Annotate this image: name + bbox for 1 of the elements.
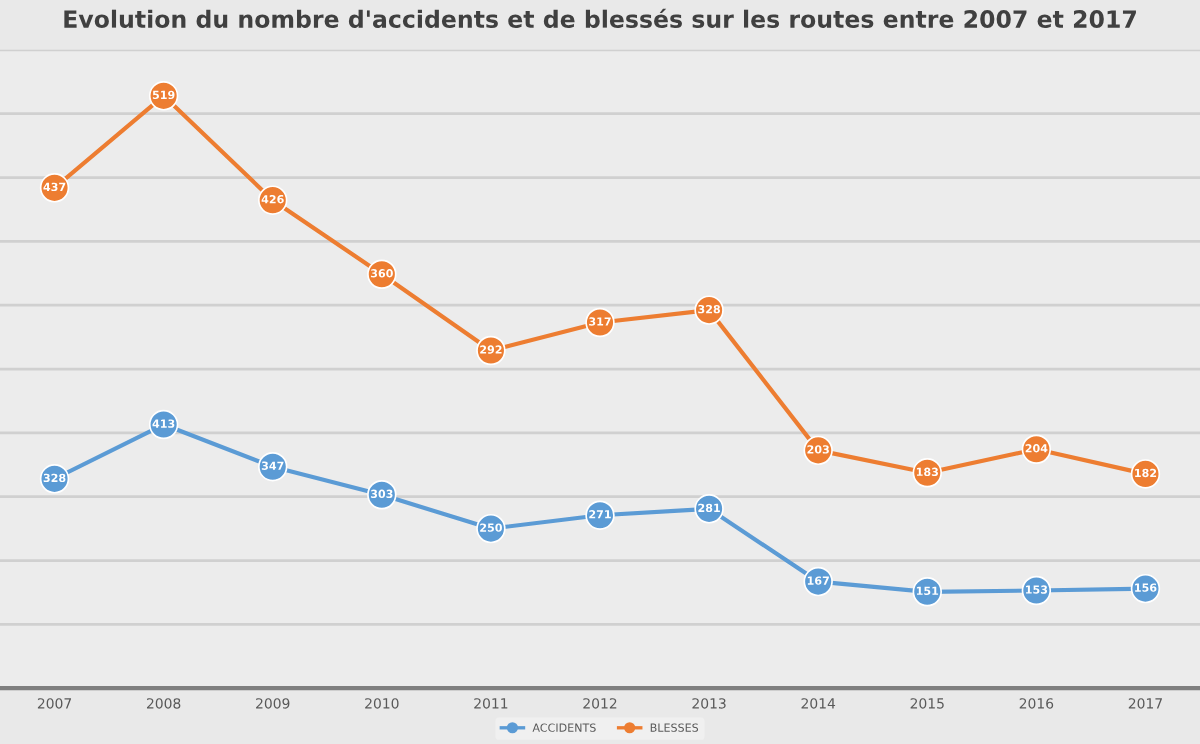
chart-title: Evolution du nombre d'accidents et de blessés sur les routes entre 2007 et 2017 bbox=[64, 8, 1136, 28]
